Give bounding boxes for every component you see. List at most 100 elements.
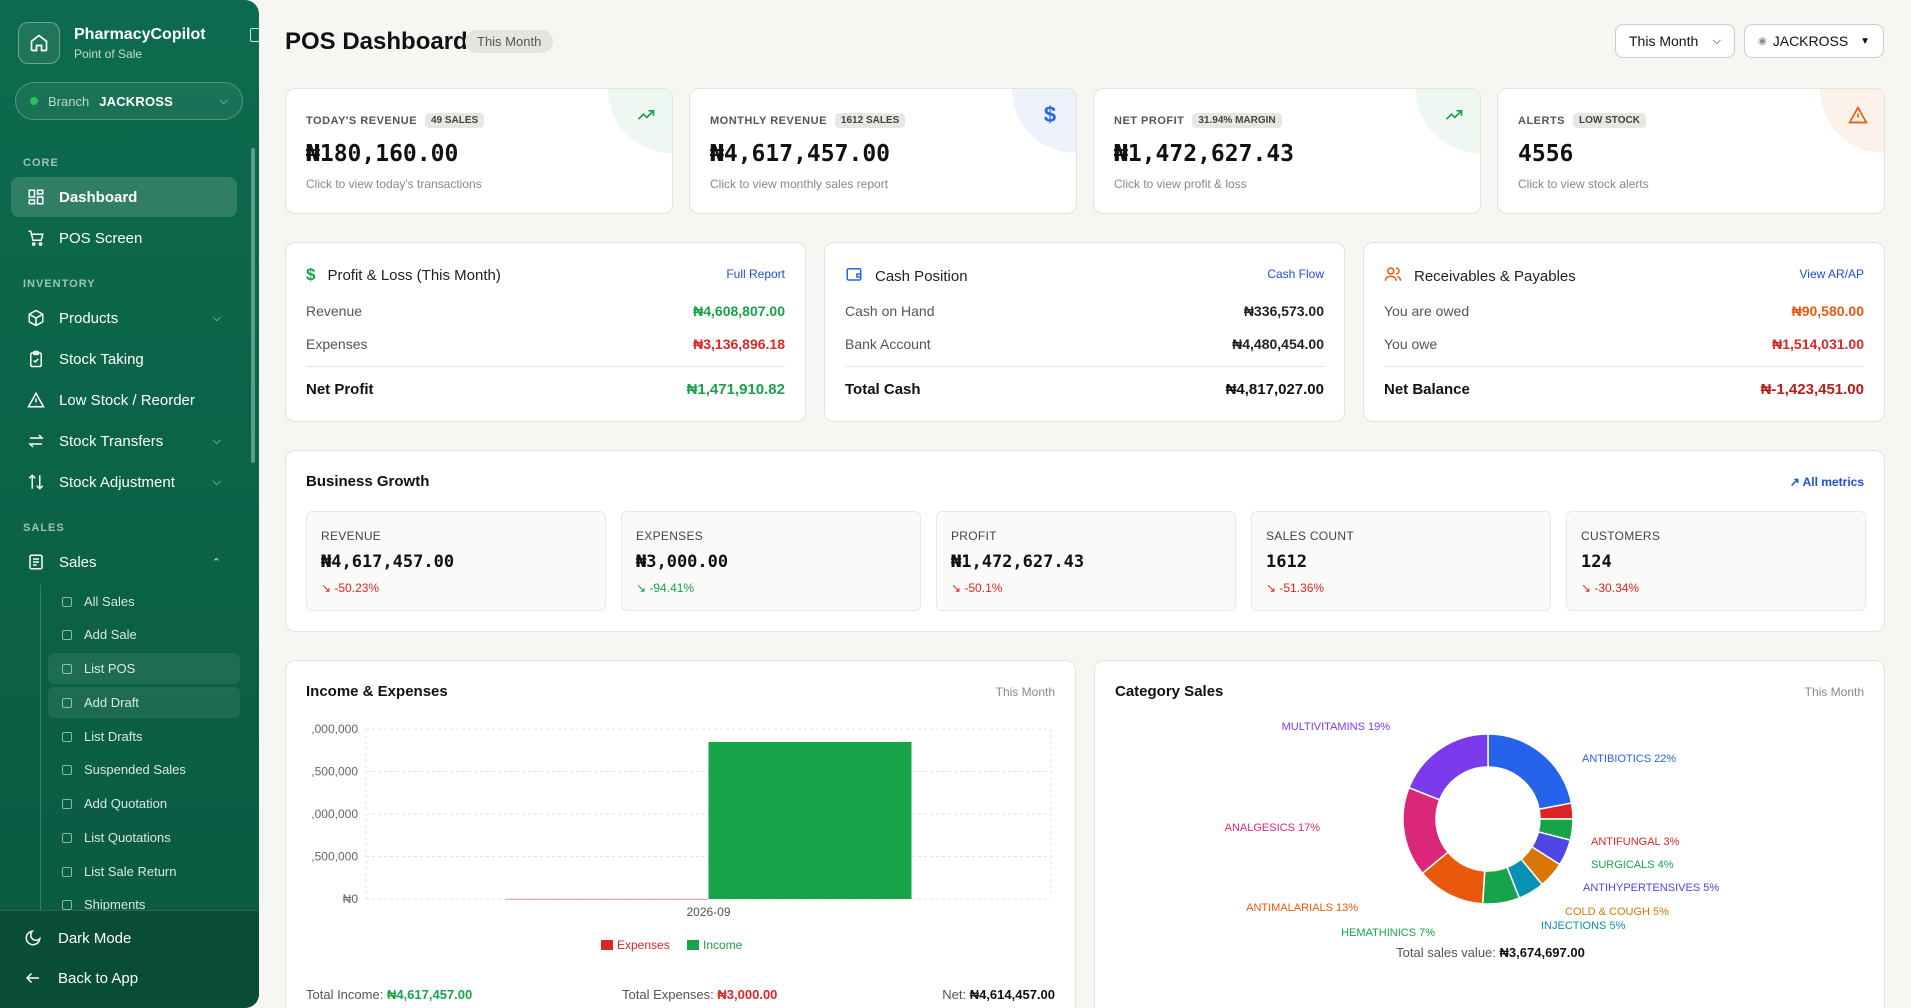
sub-label: Add Sale	[84, 627, 137, 642]
chevron-down-icon: ⌵	[219, 94, 228, 107]
growth-metric-profit[interactable]: PROFIT ₦1,472,627.43 ↘ -50.1%	[936, 511, 1236, 611]
dark-mode-label: Dark Mode	[58, 929, 132, 947]
nav-stock-transfers[interactable]: Stock Transfers ⌵	[11, 421, 237, 461]
sub-list-sale-return[interactable]: List Sale Return	[48, 856, 240, 887]
all-metrics-link[interactable]: ↗ All metrics	[1790, 475, 1864, 489]
box-icon	[28, 309, 44, 327]
kpi-label: MONTHLY REVENUE	[710, 114, 827, 127]
nav-dashboard[interactable]: Dashboard	[11, 177, 237, 217]
kpi-hint: Click to view profit & loss	[1114, 177, 1247, 191]
sub-add-sale[interactable]: Add Sale	[48, 619, 240, 650]
legend-label[interactable]: Income	[703, 938, 743, 952]
growth-metric-revenue[interactable]: REVENUE ₦4,617,457.00 ↘ -50.23%	[306, 511, 606, 611]
donut-slice[interactable]	[1407, 733, 1489, 801]
chevron-up-icon: ⌃	[211, 556, 221, 569]
kpi-card-monthly-revenue[interactable]: MONTHLY REVENUE 1612 SALES ₦4,617,457.00 …	[689, 88, 1077, 214]
dark-mode-toggle[interactable]: Dark Mode	[24, 929, 131, 947]
slice-label: ANTIHYPERTENSIVES 5%	[1583, 882, 1719, 894]
slice-label: MULTIVITAMINS 19%	[1282, 721, 1391, 733]
metric-change: -30.34%	[1594, 581, 1640, 595]
kpi-label: NET PROFIT	[1114, 114, 1185, 127]
period-select[interactable]: This Month ⌵	[1615, 24, 1735, 58]
growth-metric-customers[interactable]: CUSTOMERS 124 ↘ -30.34%	[1566, 511, 1866, 611]
bar-expenses[interactable]	[505, 898, 709, 900]
view-arap-link[interactable]: View AR/AP	[1799, 267, 1864, 281]
sidebar-footer: Dark Mode Back to App	[0, 910, 259, 1008]
sidebar-collapse-icon[interactable]	[250, 28, 259, 42]
income-chart-title: Income & Expenses	[306, 683, 448, 700]
nav-stock-adjustment[interactable]: Stock Adjustment ⌵	[11, 462, 237, 502]
income-chart-period: This Month	[995, 685, 1055, 699]
total-income-value: ₦4,617,457.00	[386, 987, 473, 1002]
x-tick-label: 2026-09	[686, 905, 730, 919]
kpi-card-today-revenue[interactable]: TODAY'S REVENUE 49 SALES ₦180,160.00 Clic…	[285, 88, 673, 214]
metric-value: ₦3,000.00	[636, 552, 729, 572]
total-expenses: Total Expenses: ₦3,000.00	[622, 987, 777, 1002]
cash-hand-label: Cash on Hand	[845, 303, 935, 319]
sub-list-quotations[interactable]: List Quotations	[48, 822, 240, 853]
slice-label: SURGICALS 4%	[1591, 859, 1674, 871]
growth-metric-expenses[interactable]: EXPENSES ₦3,000.00 ↘ -94.41%	[621, 511, 921, 611]
users-icon	[1384, 265, 1402, 287]
chevron-down-icon: ⌵	[212, 475, 221, 488]
sub-label: Add Quotation	[84, 796, 168, 811]
document-icon	[62, 798, 72, 809]
section-sales: SALES	[23, 522, 65, 534]
nav-pos-screen[interactable]: POS Screen	[11, 218, 237, 258]
sub-add-quotation[interactable]: Add Quotation	[48, 788, 240, 819]
total-sales-value: Total sales value: ₦3,674,697.00	[1095, 945, 1884, 960]
nav-products[interactable]: Products ⌵	[11, 298, 237, 338]
pause-icon	[62, 764, 72, 775]
transfer-icon	[28, 434, 44, 448]
metric-label: PROFIT	[951, 529, 997, 543]
donut-slice[interactable]	[1487, 733, 1573, 811]
trend-up-icon	[608, 89, 672, 153]
dollar-icon: $	[1012, 89, 1076, 153]
sidebar: PharmacyCopilot Point of Sale Branch JAC…	[0, 0, 259, 1008]
bar-income[interactable]	[708, 742, 912, 899]
sub-add-draft[interactable]: Add Draft	[48, 687, 240, 718]
truck-icon	[62, 899, 72, 910]
sub-list-drafts[interactable]: List Drafts	[48, 721, 240, 752]
cash-title: Cash Position	[875, 267, 968, 285]
moon-icon	[25, 930, 41, 946]
receipt-icon	[29, 554, 43, 570]
slice-label: ANTIMALARIALS 13%	[1246, 902, 1358, 914]
document-icon	[62, 663, 72, 674]
cash-hand-value: ₦336,573.00	[1243, 303, 1324, 319]
metric-change: -51.36%	[1279, 581, 1325, 595]
chevron-down-icon: ⌵	[212, 434, 221, 447]
nav-low-stock[interactable]: Low Stock / Reorder	[11, 380, 237, 420]
divider	[1384, 366, 1864, 367]
revenue-value: ₦4,608,807.00	[693, 303, 785, 319]
full-report-link[interactable]: Full Report	[726, 267, 785, 281]
nav-sales[interactable]: Sales ⌃	[11, 542, 237, 582]
kpi-card-alerts[interactable]: ALERTS LOW STOCK 4556 Click to view stock…	[1497, 88, 1885, 214]
nav-stock-taking[interactable]: Stock Taking	[11, 339, 237, 379]
brand[interactable]: PharmacyCopilot Point of Sale	[18, 22, 206, 64]
growth-metric-sales-count[interactable]: SALES COUNT 1612 ↘ -51.36%	[1251, 511, 1551, 611]
recv-title: Receivables & Payables	[1414, 267, 1576, 285]
sub-all-sales[interactable]: All Sales	[48, 586, 240, 617]
trend-down-icon: ↘	[1266, 581, 1280, 595]
pnl-card: $ Profit & Loss (This Month) Full Report …	[285, 242, 806, 422]
sub-list-pos[interactable]: List POS	[48, 653, 240, 684]
back-to-app-link[interactable]: Back to App	[24, 969, 138, 987]
sub-shipments[interactable]: Shipments	[48, 889, 240, 920]
growth-title: Business Growth	[306, 473, 430, 490]
branch-selector[interactable]: Branch JACKROSS ⌵	[15, 82, 243, 120]
business-growth-card: Business Growth ↗ All metrics REVENUE ₦4,…	[285, 450, 1885, 632]
cash-flow-link[interactable]: Cash Flow	[1267, 267, 1324, 281]
total-sales-amount: ₦3,674,697.00	[1499, 945, 1585, 960]
net-label: Net:	[942, 987, 967, 1002]
external-link-icon: ↗	[1789, 475, 1803, 489]
metric-label: REVENUE	[321, 529, 382, 543]
sidebar-scrollbar[interactable]	[251, 148, 255, 463]
branch-select[interactable]: ◉ JACKROSS ▼	[1744, 24, 1884, 58]
expenses-label: Expenses	[306, 336, 368, 352]
document-icon	[62, 832, 72, 843]
income-expenses-card: Income & Expenses This Month ,000,000 ,50…	[285, 660, 1076, 1008]
sub-suspended-sales[interactable]: Suspended Sales	[48, 754, 240, 785]
legend-label[interactable]: Expenses	[617, 938, 670, 952]
kpi-card-net-profit[interactable]: NET PROFIT 31.94% MARGIN ₦1,472,627.43 Cl…	[1093, 88, 1481, 214]
